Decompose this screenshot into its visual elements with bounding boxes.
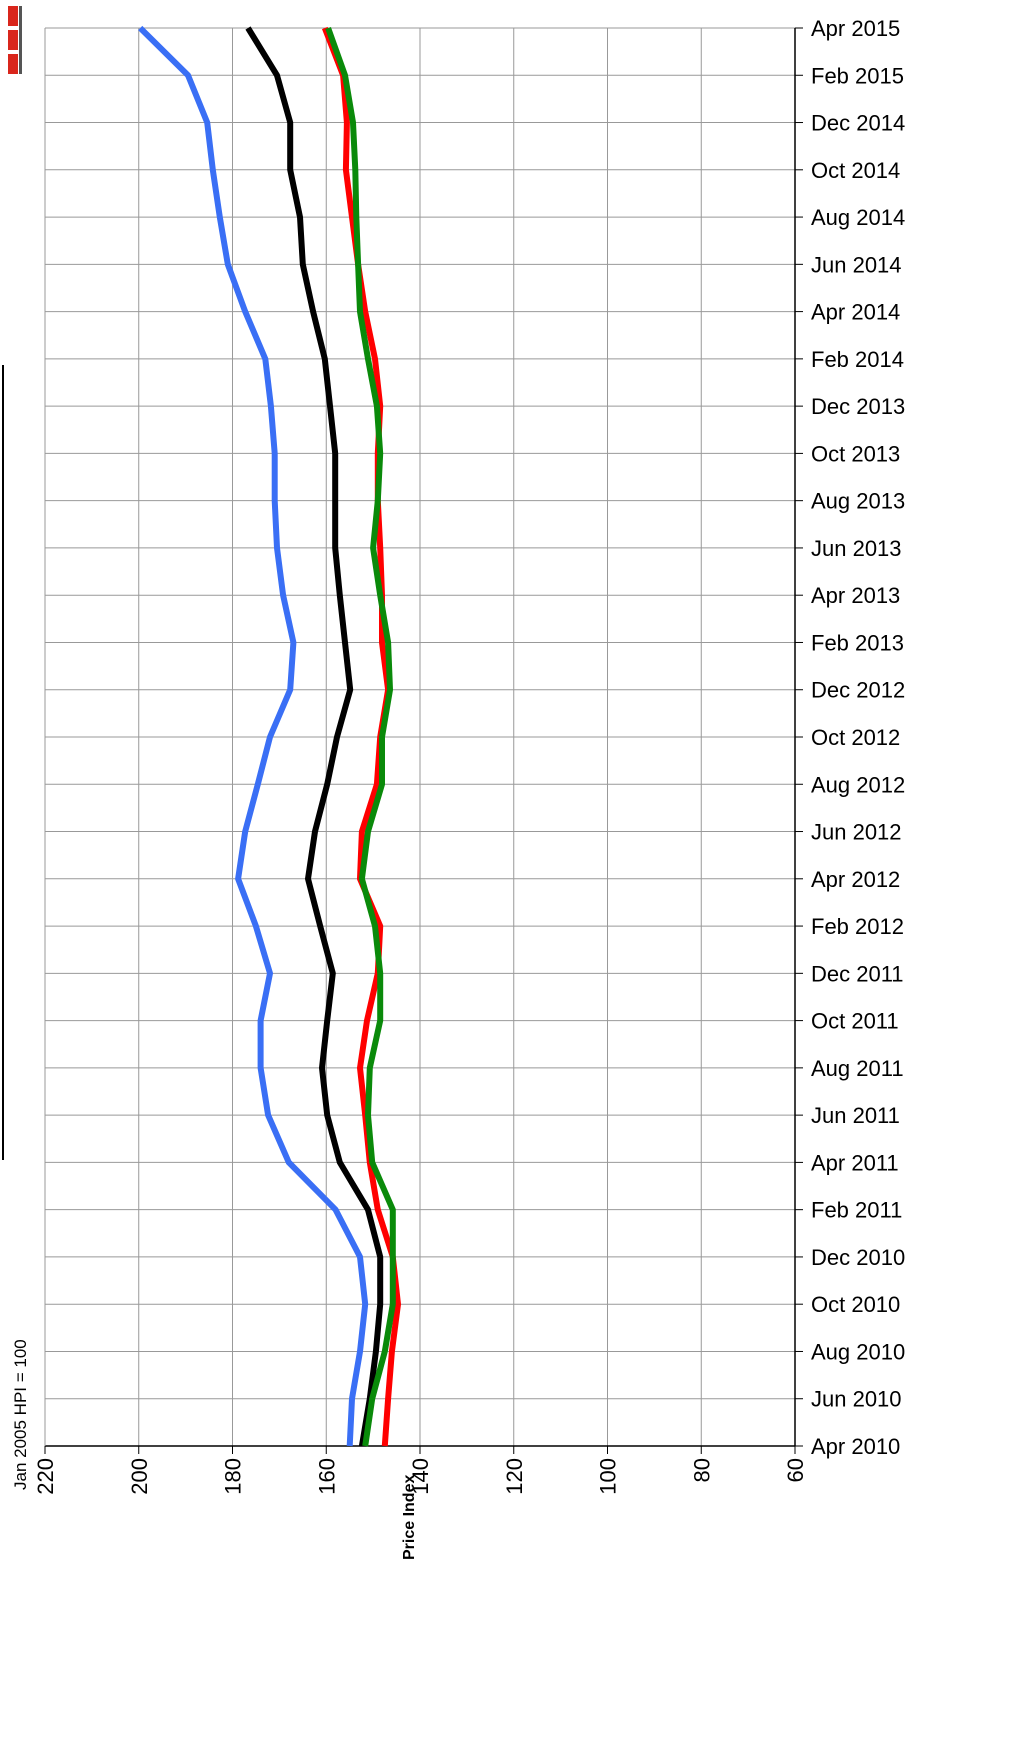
x-tick-label: Apr 2012 [811, 867, 900, 892]
x-tick-label: Aug 2012 [811, 772, 905, 797]
x-tick-label: Apr 2010 [811, 1434, 900, 1459]
x-tick-label: Aug 2010 [811, 1339, 905, 1364]
x-tick-label: Dec 2011 [811, 961, 904, 986]
y-tick-label: 80 [689, 1458, 714, 1482]
x-tick-label: Jun 2014 [811, 252, 902, 277]
x-tick-label: Dec 2012 [811, 678, 905, 703]
x-tick-label: Oct 2013 [811, 441, 900, 466]
series-line [325, 26, 396, 1447]
x-tick-label: Oct 2010 [811, 1292, 900, 1317]
x-tick-label: Feb 2013 [811, 630, 904, 655]
x-tick-label: Oct 2012 [811, 725, 900, 750]
x-tick-label: Apr 2015 [811, 16, 900, 41]
y-tick-label: 120 [502, 1458, 527, 1495]
x-tick-label: Jun 2010 [811, 1387, 902, 1412]
x-tick-label: Oct 2014 [811, 158, 900, 183]
x-tick-label: Feb 2015 [811, 63, 904, 88]
y-tick-label: 140 [408, 1458, 433, 1495]
x-tick-label: Dec 2010 [811, 1245, 905, 1270]
y-tick-label: 60 [783, 1458, 808, 1482]
x-tick-label: Aug 2014 [811, 205, 905, 230]
x-tick-label: Oct 2011 [811, 1009, 899, 1034]
y-tick-label: 200 [127, 1458, 152, 1495]
y-axis-title: Price Index [401, 1475, 418, 1560]
series-line [245, 26, 384, 1447]
x-tick-label: Aug 2013 [811, 489, 905, 514]
series-line [138, 25, 369, 1447]
x-tick-label: Jun 2013 [811, 536, 902, 561]
y-tick-label: 220 [33, 1458, 58, 1495]
x-tick-label: Feb 2012 [811, 914, 904, 939]
x-tick-label: Feb 2011 [811, 1198, 902, 1223]
logo [8, 6, 22, 74]
y-tick-label: 100 [596, 1458, 621, 1495]
x-tick-label: Apr 2013 [811, 583, 900, 608]
x-tick-label: Dec 2013 [811, 394, 905, 419]
x-tick-label: Apr 2011 [811, 1150, 899, 1175]
y-tick-label: 160 [314, 1458, 339, 1495]
annotation: Jan 2005 HPI = 100 [11, 1339, 30, 1490]
x-tick-label: Jun 2012 [811, 820, 902, 845]
x-tick-label: Feb 2014 [811, 347, 904, 372]
x-tick-label: Jun 2011 [811, 1103, 900, 1128]
y-tick-label: 180 [221, 1458, 246, 1495]
x-tick-label: Apr 2014 [811, 300, 900, 325]
x-tick-label: Dec 2014 [811, 111, 905, 136]
x-tick-label: Aug 2011 [811, 1056, 904, 1081]
